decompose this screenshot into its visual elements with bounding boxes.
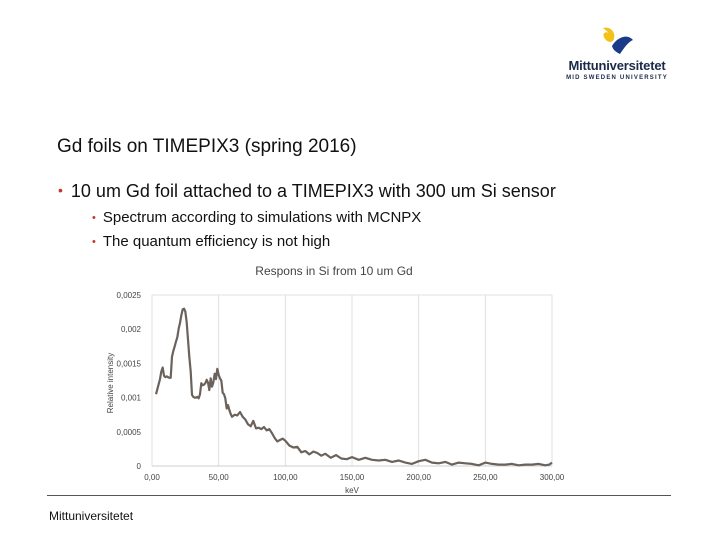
slide-title: Gd foils on TIMEPIX3 (spring 2016) — [57, 136, 357, 157]
y-tick-label: 0,001 — [121, 394, 142, 403]
x-tick-label: 200,00 — [406, 473, 431, 482]
x-tick-label: 250,00 — [473, 473, 498, 482]
y-tick-label: 0,0015 — [117, 359, 142, 368]
x-tick-label: 0,00 — [144, 473, 160, 482]
chart-grid — [151, 294, 553, 467]
sub-bullet: • Spectrum according to simulations with … — [92, 209, 421, 226]
university-logo: Mittuniversitetet MID SWEDEN UNIVERSITY — [552, 26, 682, 88]
chart-title: Respons in Si from 10 um Gd — [255, 264, 412, 278]
x-tick-label: 50,00 — [209, 473, 230, 482]
main-bullet: • 10 um Gd foil attached to a TIMEPIX3 wi… — [58, 181, 556, 202]
x-tick-labels: 0,00 50,00 100,00 150,00 200,00 250,00 300,00 — [144, 473, 565, 482]
logo-subtitle: MID SWEDEN UNIVERSITY — [566, 75, 668, 81]
bullet-dot-icon: • — [92, 212, 96, 224]
footer-divider — [47, 495, 671, 496]
logo-name: Mittuniversitetet — [568, 58, 666, 73]
spectrum-line — [154, 307, 553, 467]
y-tick-labels: 0 0,0005 0,001 0,0015 0,002 0,0025 — [117, 291, 142, 471]
sub-bullet: • The quantum efficiency is not high — [92, 233, 330, 250]
sub-bullet-text: The quantum efficiency is not high — [102, 233, 331, 250]
sub-bullet-text: Spectrum according to simulations with M… — [102, 209, 422, 226]
x-tick-label: 300,00 — [540, 473, 565, 482]
university-logo-mark-icon — [603, 27, 633, 54]
y-axis-label: Relative intensity — [106, 353, 115, 413]
chart-series — [154, 307, 553, 467]
bullet-dot-icon: • — [92, 236, 96, 248]
bullet-dot-icon: • — [58, 182, 63, 198]
y-tick-label: 0,0005 — [117, 428, 142, 437]
footer-text: Mittuniversitetet — [49, 509, 134, 523]
logo-yellow-shape — [603, 27, 615, 42]
y-tick-label: 0,0025 — [117, 291, 142, 300]
x-tick-label: 100,00 — [273, 473, 298, 482]
logo-blue-shape — [612, 36, 633, 54]
y-tick-label: 0,002 — [121, 325, 142, 334]
main-bullet-text: 10 um Gd foil attached to a TIMEPIX3 wit… — [70, 181, 556, 201]
x-tick-label: 150,00 — [340, 473, 365, 482]
x-axis-label: keV — [345, 486, 359, 495]
spectrum-chart: Respons in Si from 10 um Gd Relative int… — [106, 264, 565, 495]
y-tick-label: 0 — [137, 462, 142, 471]
